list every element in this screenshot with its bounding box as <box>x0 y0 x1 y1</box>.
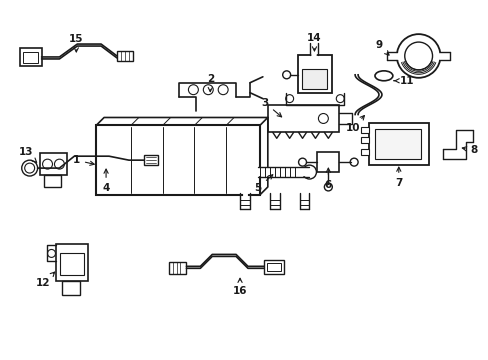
Bar <box>62 281 80 295</box>
Bar <box>267 105 339 132</box>
Circle shape <box>282 71 290 79</box>
Circle shape <box>285 95 293 103</box>
Bar <box>61 253 84 275</box>
Text: 14: 14 <box>306 33 321 51</box>
Circle shape <box>25 163 35 173</box>
Text: 16: 16 <box>232 278 247 296</box>
Bar <box>168 262 186 274</box>
Circle shape <box>47 249 55 257</box>
Bar <box>96 125 259 195</box>
Text: 11: 11 <box>393 76 413 86</box>
Circle shape <box>203 85 213 95</box>
Bar <box>266 264 280 271</box>
Text: 13: 13 <box>19 147 37 162</box>
Bar <box>40 153 67 175</box>
Text: 12: 12 <box>36 272 55 288</box>
Bar <box>297 55 332 93</box>
Bar <box>360 149 368 155</box>
Text: 4: 4 <box>102 169 109 193</box>
Bar <box>374 129 420 159</box>
Bar <box>301 69 326 89</box>
Text: 10: 10 <box>345 116 364 134</box>
Text: 15: 15 <box>69 34 83 52</box>
Bar <box>317 152 339 172</box>
Text: 6: 6 <box>324 168 331 190</box>
Bar <box>56 243 88 281</box>
Circle shape <box>298 158 306 166</box>
Text: 3: 3 <box>261 98 281 117</box>
Bar <box>360 137 368 143</box>
Circle shape <box>21 160 38 176</box>
Text: 7: 7 <box>394 167 402 188</box>
Bar <box>117 51 133 61</box>
Circle shape <box>188 85 198 95</box>
Circle shape <box>336 95 344 103</box>
Bar <box>22 52 38 63</box>
Circle shape <box>218 85 228 95</box>
Bar <box>143 155 157 165</box>
Circle shape <box>349 158 357 166</box>
Bar <box>20 48 41 66</box>
Circle shape <box>396 34 440 78</box>
Bar <box>264 260 283 274</box>
Ellipse shape <box>374 71 392 81</box>
Bar <box>43 175 61 187</box>
Circle shape <box>324 183 332 191</box>
Circle shape <box>318 113 327 123</box>
Text: 8: 8 <box>461 145 477 155</box>
Circle shape <box>302 165 316 179</box>
Circle shape <box>42 159 52 169</box>
Text: 5: 5 <box>254 175 272 193</box>
Circle shape <box>404 42 432 70</box>
Text: 1: 1 <box>73 155 94 165</box>
Text: 9: 9 <box>375 40 388 55</box>
Bar <box>368 123 427 165</box>
Text: 2: 2 <box>206 74 213 92</box>
Bar <box>360 127 368 133</box>
Circle shape <box>54 159 64 169</box>
